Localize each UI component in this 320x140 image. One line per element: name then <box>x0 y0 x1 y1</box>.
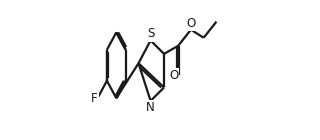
Text: N: N <box>146 101 155 114</box>
Text: O: O <box>169 69 178 82</box>
Text: F: F <box>91 92 98 105</box>
Text: S: S <box>147 27 154 40</box>
Text: O: O <box>186 17 196 30</box>
